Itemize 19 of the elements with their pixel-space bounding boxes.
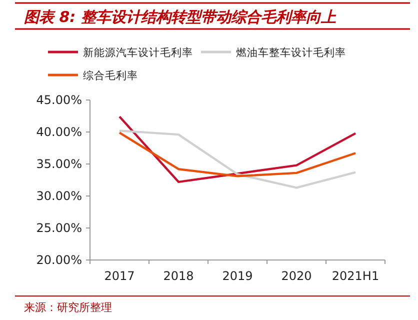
y-tick-label: 20.00% [36,253,82,267]
line-series [118,116,357,184]
y-tick-label: 40.00% [36,125,82,139]
x-tick-label: 2020 [281,269,312,283]
line-series [118,130,357,189]
y-tick-label: 35.00% [36,157,82,171]
y-tick-label: 30.00% [36,189,82,203]
line-series [118,132,357,178]
source-note: 来源：研究所整理 [24,301,112,314]
x-tick-label: 2021H1 [332,269,380,283]
legend-label: 新能源汽车设计毛利率 [83,46,193,59]
y-tick-label: 45.00% [36,93,82,107]
y-tick-label: 25.00% [36,221,82,235]
x-tick-label: 2017 [104,269,135,283]
legend-label: 燃油车整车设计毛利率 [236,46,346,59]
legend-label: 综合毛利率 [83,69,138,82]
x-tick-label: 2019 [222,269,253,283]
chart-title: 图表 8: 整车设计结构转型带动综合毛利率向上 [24,8,337,26]
x-tick-label: 2018 [163,269,194,283]
